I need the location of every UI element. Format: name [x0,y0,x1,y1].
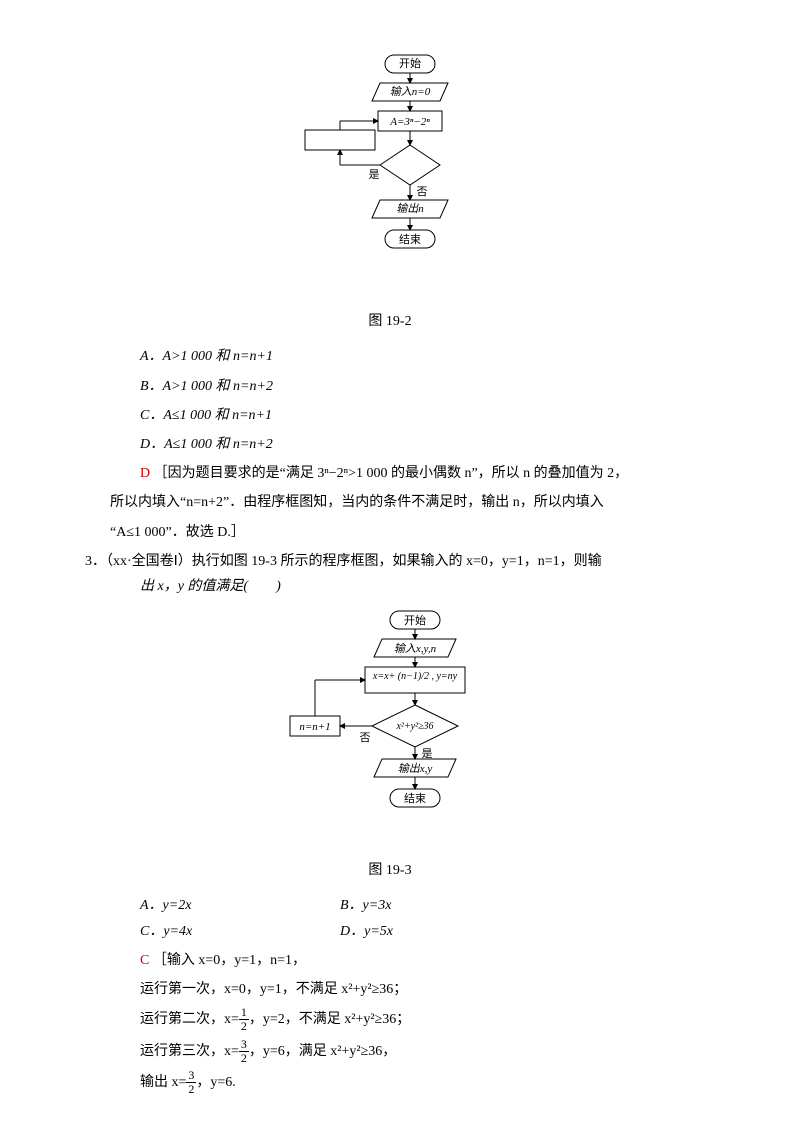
q3-exp-line3: 运行第三次，x=32，y=6，满足 x²+y²≥36， [140,1038,700,1065]
fc2-inc: n=n+1 [299,721,330,733]
q2-explanation: D ［因为题目要求的是“满足 3ⁿ−2ⁿ>1 000 的最小偶数 n”，所以 n… [140,461,700,545]
flowchart-19-3: 开始 输入x,y,n x=x+ (n−1)/2 , y=ny x²+y²≥36 … [80,609,700,848]
fc2-no: 否 [360,732,371,744]
q3-options: A．y=2x B．y=3x C．y=4x D．y=5x [140,893,700,943]
fc2-yes: 是 [422,747,433,760]
fc2-input: 输入x,y,n [394,642,437,655]
fc1-output: 输出n [396,202,424,215]
fc1-no: 否 [417,186,428,198]
fc1-end: 结束 [399,233,421,246]
q3-exp-line4: 输出 x=32，y=6. [140,1069,700,1096]
q3-answer-letter: C [140,953,149,968]
fc2-start: 开始 [404,613,426,627]
fraction-3-2a: 32 [239,1038,249,1065]
fc2-end: 结束 [404,792,426,805]
figure-caption-2: 图 19-3 [80,858,700,883]
fraction-1-2: 12 [239,1006,249,1033]
flowchart-19-2: 开始 输入n=0 A=3ⁿ−2ⁿ 是 否 输出n 结束 [80,50,700,299]
q2-exp-line2: 所以内填入“n=n+2”．由程序框图知，当内的条件不满足时，输出 n，所以内填入 [110,490,700,515]
q3-exp-line2: 运行第二次，x=12，y=2，不满足 x²+y²≥36； [140,1006,700,1033]
fc1-input: 输入n=0 [390,85,431,98]
fc1-yes: 是 [369,168,380,181]
q3-stem-line2: 出 x，y 的值满足( ) [140,579,281,594]
q2-opt-c: C．A≤1 000 和 n=n+1 [140,408,272,423]
fraction-3-2b: 32 [186,1069,196,1096]
fc2-calc: x=x+ (n−1)/2 , y=ny [372,671,458,682]
q3-exp-open: ［输入 x=0，y=1，n=1， [153,953,306,968]
q3-exp-line1: 运行第一次，x=0，y=1，不满足 x²+y²≥36； [140,977,700,1002]
q2-opt-d: D．A≤1 000 和 n=n+2 [140,437,273,452]
q2-opt-a: A．A>1 000 和 n=n+1 [140,349,273,364]
q3-stem-line1: （xx·全国卷Ⅰ）执行如图 19-3 所示的程序框图，如果输入的 x=0，y=1… [106,554,602,569]
q2-exp-line1: ［因为题目要求的是“满足 3ⁿ−2ⁿ>1 000 的最小偶数 n”，所以 n 的… [154,466,629,481]
q3-opt-c: C．y=4x [140,919,340,944]
q3-opt-a: A．y=2x [140,893,340,918]
figure-caption-1: 图 19-2 [80,309,700,334]
fc1-start: 开始 [399,56,421,70]
fc2-cond: x²+y²≥36 [395,721,433,732]
fc2-output: 输出x,y [398,762,433,775]
q2-answer-letter: D [140,466,150,481]
flowchart-svg-2: 开始 输入x,y,n x=x+ (n−1)/2 , y=ny x²+y²≥36 … [270,609,510,839]
q3-stem: 3．（xx·全国卷Ⅰ）执行如图 19-3 所示的程序框图，如果输入的 x=0，y… [85,549,700,574]
q2-exp-line3: “A≤1 000”．故选 D.］ [110,520,700,545]
fc1-calc: A=3ⁿ−2ⁿ [389,116,430,128]
q3-number: 3． [85,554,106,569]
q3-opt-b: B．y=3x [340,893,540,918]
flowchart-svg-1: 开始 输入n=0 A=3ⁿ−2ⁿ 是 否 输出n 结束 [280,50,500,290]
q3-opt-d: D．y=5x [340,919,540,944]
q3-explanation: C ［输入 x=0，y=1，n=1， 运行第一次，x=0，y=1，不满足 x²+… [140,948,700,1097]
q2-options: A．A>1 000 和 n=n+1 B．A>1 000 和 n=n+2 C．A≤… [140,344,700,457]
q2-opt-b: B．A>1 000 和 n=n+2 [140,379,273,394]
